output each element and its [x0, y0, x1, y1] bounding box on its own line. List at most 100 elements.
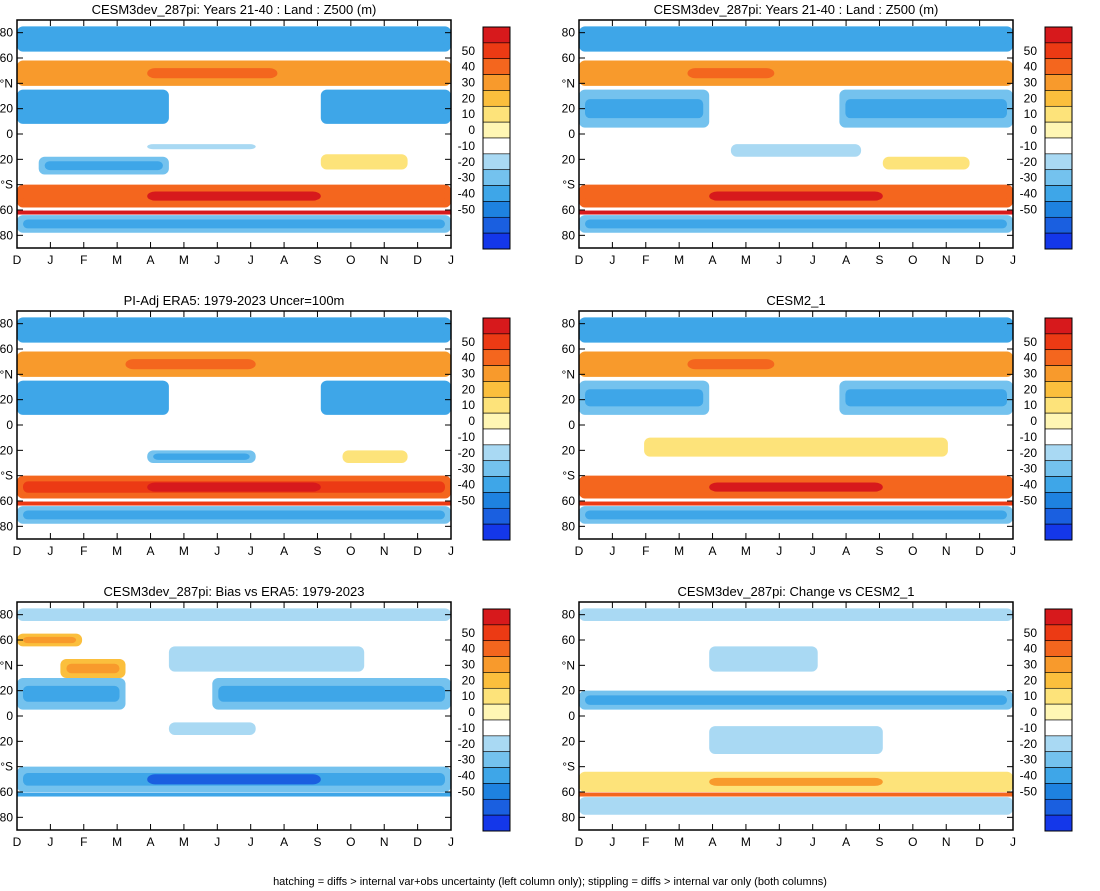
y-tick-label: °N: [0, 76, 13, 90]
x-tick-label: M: [179, 835, 189, 849]
contour-line: [17, 792, 451, 797]
contour-core: [585, 695, 1007, 705]
plot-area: [579, 311, 1013, 539]
y-tick-label: 60: [562, 785, 576, 799]
field-layer: [17, 317, 451, 524]
x-tick-label: S: [875, 835, 883, 849]
x-tick-label: J: [448, 253, 454, 267]
colorbar-swatch: [482, 90, 511, 107]
colorbar-label: 40: [1024, 642, 1038, 656]
y-tick-label: 20: [0, 102, 13, 116]
colorbar-label: -50: [1020, 202, 1038, 216]
colorbar-label: 0: [468, 123, 475, 137]
y-tick-label: 60: [0, 633, 13, 647]
colorbar-swatch: [482, 444, 511, 462]
colorbar-label: 30: [1024, 367, 1038, 381]
colorbar-swatch: [482, 74, 511, 91]
colorbar-swatch: [482, 767, 511, 784]
colorbar-swatch: [482, 58, 511, 75]
colorbar-swatch: [1044, 672, 1073, 689]
colorbar-swatch: [482, 624, 511, 642]
colorbar-swatch: [482, 507, 511, 525]
colorbar-label: -20: [1020, 737, 1038, 751]
y-tick-label: 20: [0, 443, 13, 457]
contour-core: [153, 453, 250, 460]
colorbar-swatch: [482, 381, 511, 398]
contour-core: [845, 99, 1007, 119]
x-tick-label: M: [112, 253, 122, 267]
colorbar-label: 0: [468, 705, 475, 719]
y-tick-label: 20: [0, 393, 13, 407]
y-tick-label: 60: [562, 494, 576, 508]
contour-core: [23, 323, 445, 337]
contour-core: [23, 98, 163, 116]
colorbar-swatch: [1044, 783, 1073, 800]
colorbar-frame: [482, 608, 511, 832]
y-tick-label: °S: [0, 178, 13, 192]
contour-core: [23, 219, 445, 229]
colorbar-label: -50: [458, 202, 476, 216]
contour-core: [585, 219, 1007, 229]
x-tick-label: S: [313, 835, 321, 849]
colorbar-label: 10: [462, 689, 476, 703]
field-layer: [17, 608, 451, 797]
contour-core: [218, 685, 445, 702]
y-tick-label: 80: [0, 519, 13, 533]
x-tick-label: N: [942, 253, 951, 267]
y-tick-label: 0: [568, 127, 575, 141]
contour-core: [585, 66, 1007, 80]
x-tick-label: A: [842, 253, 850, 267]
x-tick-label: M: [112, 544, 122, 558]
y-tick-label: 80: [562, 317, 576, 331]
colorbar-label: 30: [1024, 658, 1038, 672]
colorbar-swatch: [1044, 137, 1073, 155]
x-tick-label: J: [1010, 253, 1016, 267]
panel-title: CESM2_1: [766, 293, 825, 308]
x-tick-label: S: [875, 253, 883, 267]
x-tick-label: J: [248, 253, 254, 267]
x-tick-label: J: [776, 544, 782, 558]
y-tick-label: 60: [562, 51, 576, 65]
x-tick-label: D: [413, 544, 422, 558]
colorbar-label: 50: [462, 626, 476, 640]
colorbar-swatch: [1044, 719, 1073, 737]
colorbar-label: -20: [458, 737, 476, 751]
x-tick-label: M: [741, 544, 751, 558]
colorbar-label: -50: [458, 493, 476, 507]
contour-peak: [125, 359, 256, 370]
colorbar-swatch: [482, 169, 511, 186]
colorbar-label: -40: [458, 187, 476, 201]
x-tick-label: D: [575, 253, 584, 267]
colorbar-swatch: [482, 105, 511, 123]
colorbar-label: -40: [458, 769, 476, 783]
contour-core: [23, 636, 77, 644]
colorbar-swatch: [482, 640, 511, 657]
colorbar-swatch: [482, 153, 511, 171]
x-tick-label: J: [214, 835, 220, 849]
contour-band: [320, 154, 408, 170]
y-tick-label: 80: [562, 608, 576, 622]
colorbar-swatch: [482, 703, 511, 721]
plot-area: [579, 20, 1013, 248]
colorbar-label: 50: [462, 335, 476, 349]
x-tick-label: O: [346, 835, 355, 849]
colorbar-label: -40: [1020, 478, 1038, 492]
y-tick-label: °S: [0, 760, 13, 774]
colorbar-swatch: [482, 751, 511, 768]
contour-core: [585, 357, 1007, 371]
colorbar-label: 20: [1024, 91, 1038, 105]
contour-line: [579, 501, 1013, 506]
colorbar-label: 50: [462, 44, 476, 58]
x-tick-label: D: [575, 835, 584, 849]
x-tick-label: F: [80, 835, 87, 849]
contour-core: [585, 510, 1007, 520]
colorbar-swatch: [1044, 476, 1073, 493]
colorbar-label: -30: [1020, 171, 1038, 185]
colorbar-label: 10: [1024, 398, 1038, 412]
colorbar-label: 30: [462, 76, 476, 90]
colorbar-swatch: [1044, 523, 1073, 541]
colorbar-label: 20: [1024, 382, 1038, 396]
contour-line: [579, 792, 1013, 797]
y-tick-label: 20: [562, 734, 576, 748]
colorbar-frame: [1044, 608, 1073, 832]
